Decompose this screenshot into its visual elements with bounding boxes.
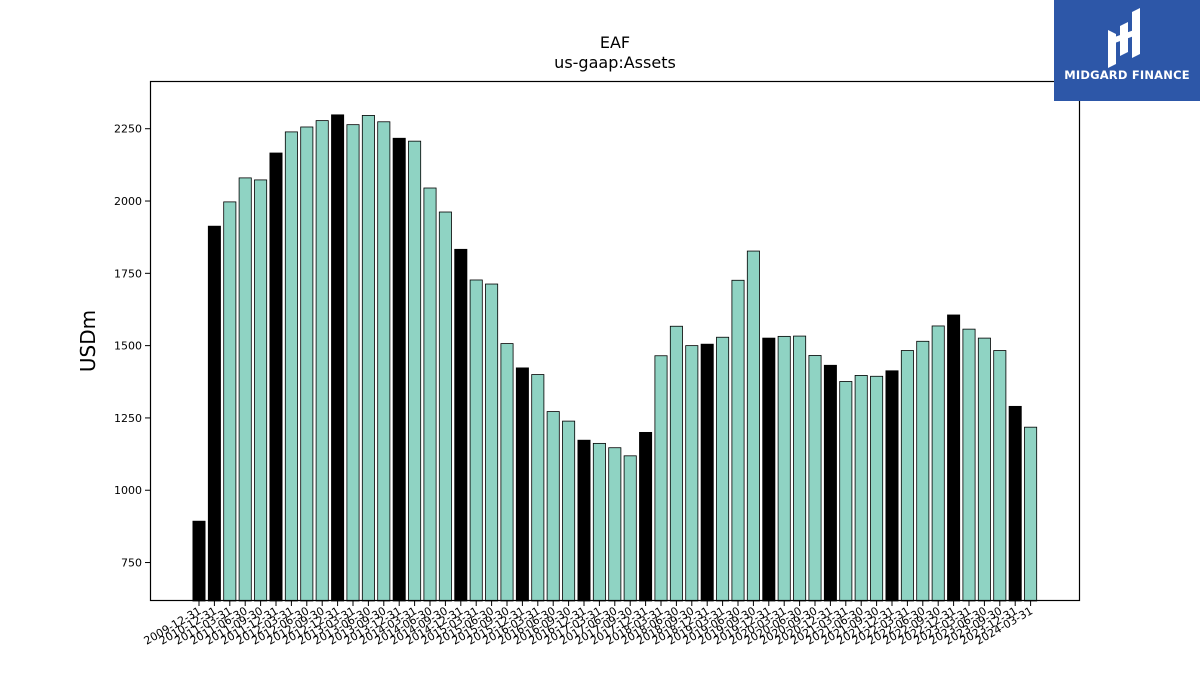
bar-2017-06-30 bbox=[608, 447, 622, 602]
y-tick-label: 1000 bbox=[114, 484, 142, 497]
bar-2024-03-31 bbox=[1024, 426, 1038, 602]
bar-2021-09-30 bbox=[870, 375, 884, 602]
bar-2011-09-30 bbox=[254, 179, 268, 602]
bar-2015-09-30 bbox=[500, 343, 514, 602]
bar-2011-12-31 bbox=[269, 152, 283, 602]
bar-2022-09-30 bbox=[931, 325, 945, 602]
bar-2019-03-31 bbox=[716, 336, 730, 602]
bar-2015-06-30 bbox=[485, 283, 499, 602]
bar-2019-09-30 bbox=[746, 250, 760, 602]
y-tick-label: 2250 bbox=[114, 123, 142, 136]
bar-2016-06-30 bbox=[546, 411, 560, 602]
y-tick-label: 1500 bbox=[114, 340, 142, 353]
bar-2016-03-31 bbox=[531, 374, 545, 602]
bar-2011-03-31 bbox=[223, 201, 237, 602]
bar-2015-12-31 bbox=[515, 367, 529, 602]
bar-2020-06-30 bbox=[793, 335, 807, 602]
chart-subtitle: us-gaap:Assets bbox=[554, 53, 676, 72]
bar-2023-12-31 bbox=[1008, 405, 1022, 602]
bar-2020-12-31 bbox=[823, 364, 837, 602]
y-tick-label: 1250 bbox=[114, 412, 142, 425]
bar-2022-03-31 bbox=[900, 350, 914, 602]
bar-2013-06-30 bbox=[361, 115, 375, 602]
bar-2018-12-31 bbox=[700, 343, 714, 602]
bar-2013-03-31 bbox=[346, 124, 360, 602]
plot-frame bbox=[149, 80, 1081, 602]
bar-2016-09-30 bbox=[562, 420, 576, 602]
bar-2012-06-30 bbox=[300, 126, 314, 602]
bar-2023-09-30 bbox=[993, 350, 1007, 602]
bar-2010-12-31 bbox=[207, 225, 221, 602]
bar-2017-09-30 bbox=[623, 455, 637, 602]
bar-2009-12-31 bbox=[192, 520, 206, 602]
y-tick-label: 2000 bbox=[114, 195, 142, 208]
bar-2012-09-30 bbox=[315, 120, 329, 602]
bar-2020-09-30 bbox=[808, 355, 822, 602]
bar-2021-12-31 bbox=[885, 370, 899, 602]
bar-2022-06-30 bbox=[916, 340, 930, 602]
bar-2017-03-31 bbox=[592, 442, 606, 602]
bar-2022-12-31 bbox=[947, 314, 961, 602]
bar-2014-06-30 bbox=[423, 187, 437, 602]
bar-2012-03-31 bbox=[284, 131, 298, 602]
bar-2016-12-31 bbox=[577, 439, 591, 602]
bar-2018-09-30 bbox=[685, 345, 699, 602]
y-tick-label: 1750 bbox=[114, 267, 142, 280]
bar-2014-12-31 bbox=[454, 248, 468, 602]
y-tick-label: 750 bbox=[121, 557, 142, 570]
bar-2015-03-31 bbox=[469, 279, 483, 602]
bar-2023-03-31 bbox=[962, 328, 976, 602]
bar-2013-12-31 bbox=[392, 137, 406, 602]
chart-title: EAF bbox=[600, 33, 630, 52]
bar-2023-06-30 bbox=[977, 337, 991, 602]
y-axis-label: USDm bbox=[76, 310, 100, 372]
bar-2019-12-31 bbox=[762, 337, 776, 602]
bar-2014-09-30 bbox=[438, 211, 452, 602]
bar-2021-03-31 bbox=[839, 381, 853, 602]
bar-2021-06-30 bbox=[854, 375, 868, 602]
brand-logo: MIDGARD FINANCE bbox=[1054, 0, 1200, 101]
x-axis-ticks: 2009-12-312010-12-312011-03-312011-06-30… bbox=[142, 601, 1035, 648]
bar-2018-06-30 bbox=[669, 325, 683, 602]
bar-2012-12-31 bbox=[331, 114, 345, 602]
bar-2020-03-31 bbox=[777, 335, 791, 602]
y-axis-ticks: 750 1000 1250 1500 1750 2000 2250 bbox=[114, 123, 150, 570]
bars bbox=[192, 114, 1038, 602]
bar-2017-12-31 bbox=[639, 431, 653, 602]
logo-text: MIDGARD FINANCE bbox=[1064, 68, 1190, 82]
bar-2018-03-31 bbox=[654, 355, 668, 602]
logo-mark-icon bbox=[1108, 8, 1140, 68]
bar-2014-03-31 bbox=[408, 140, 422, 602]
bar-2013-09-30 bbox=[377, 121, 391, 602]
bar-2011-06-30 bbox=[238, 177, 252, 602]
bar-2019-06-30 bbox=[731, 279, 745, 602]
